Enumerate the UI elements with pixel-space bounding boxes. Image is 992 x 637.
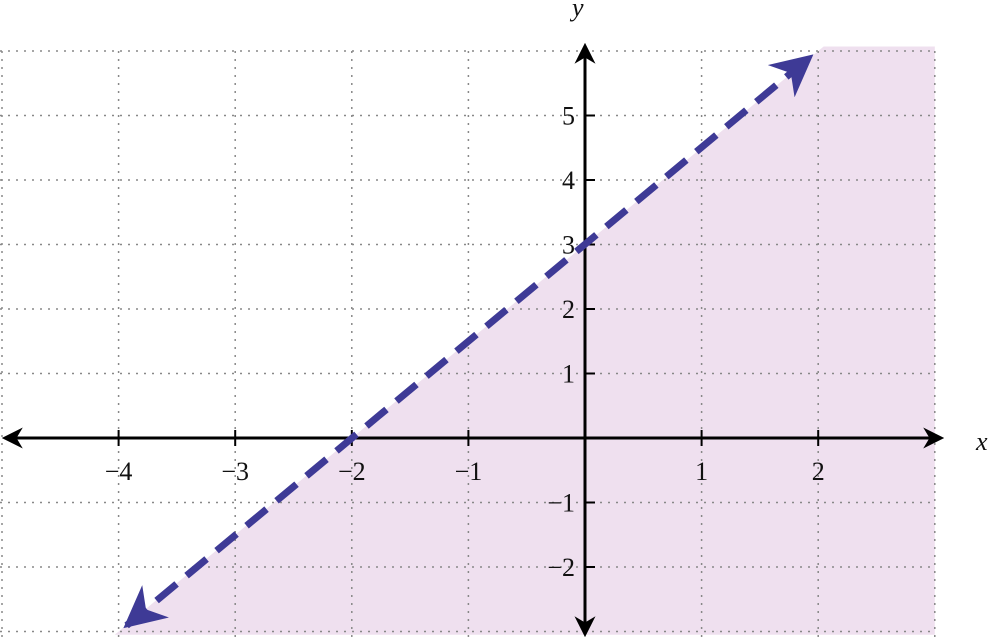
boundary-line xyxy=(123,54,814,629)
y-tick-label: 5 xyxy=(562,102,575,131)
x-tick-label: −1 xyxy=(455,457,483,486)
x-axis-label: x xyxy=(975,427,988,456)
y-tick-label: 4 xyxy=(562,166,575,195)
y-tick-label: −1 xyxy=(547,489,575,518)
x-tick-label: −2 xyxy=(338,457,366,486)
x-tick-label: 1 xyxy=(695,457,708,486)
x-tick-label: −3 xyxy=(221,457,249,486)
x-tick-label: −4 xyxy=(105,457,133,486)
y-tick-label: −2 xyxy=(547,553,575,582)
y-tick-label: 2 xyxy=(562,295,575,324)
y-tick-label: 3 xyxy=(562,231,575,260)
shaded-region xyxy=(114,46,935,635)
y-tick-label: 1 xyxy=(562,360,575,389)
y-axis-label: y xyxy=(569,0,584,22)
x-tick-label: 2 xyxy=(812,457,825,486)
